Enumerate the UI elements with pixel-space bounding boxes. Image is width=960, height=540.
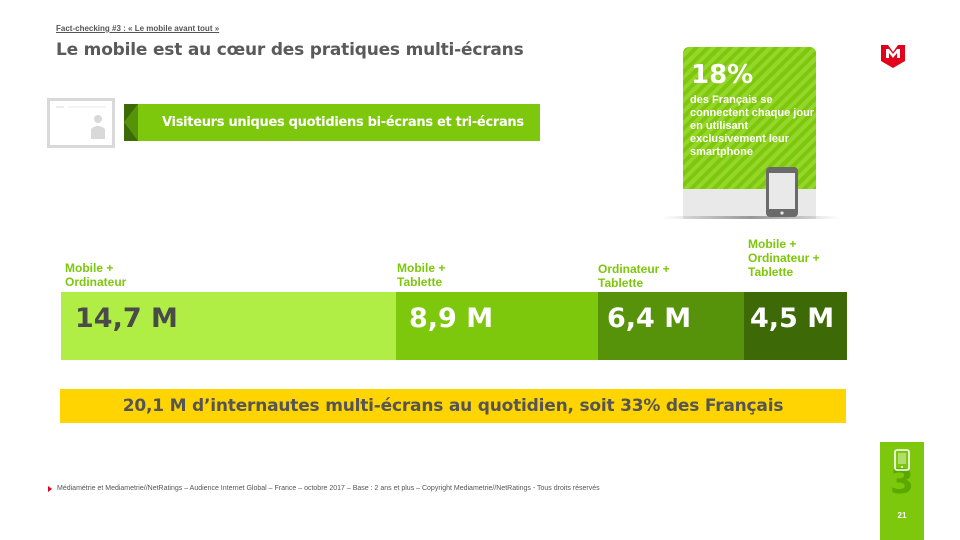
page-number-box: [880, 502, 924, 540]
chapter-marker: [880, 442, 924, 502]
source-footnote: Médiamétrie et Mediametrie//NetRatings –…: [48, 485, 600, 492]
footnote-text: Médiamétrie et Mediametrie//NetRatings –…: [57, 485, 600, 492]
summary-text: 20,1 M d’internautes multi-écrans au quo…: [122, 396, 784, 416]
smartphone-icon: [766, 167, 798, 217]
chapter-number: 3: [890, 462, 914, 502]
page-number: 21: [897, 511, 907, 520]
segment-value-mobile-tablette: 8,9 M: [409, 303, 494, 334]
banner-label: Visiteurs uniques quotidiens bi-écrans e…: [162, 115, 524, 130]
smartphone-icon: [894, 449, 910, 471]
segment-value-mobile-ordinateur: 14,7 M: [75, 303, 178, 334]
stat-percent: 18%: [691, 60, 754, 90]
segment-bar-mobile-ordinateur: [61, 292, 396, 360]
segment-value-ordinateur-tablette: 6,4 M: [607, 303, 692, 334]
bullet-triangle-icon: [48, 485, 52, 492]
page-title: Le mobile est au cœur des pratiques mult…: [56, 40, 524, 60]
section-banner: Visiteurs uniques quotidiens bi-écrans e…: [138, 104, 540, 141]
presenter-thumbnail: [47, 98, 115, 148]
card-shadow: [662, 216, 840, 219]
mediametrie-logo: [881, 45, 905, 68]
segment-bar-tri-ecrans: [744, 292, 847, 360]
stat-description: des Français se connectent chaque jour e…: [690, 94, 815, 158]
segment-bar-ordinateur-tablette: [598, 292, 744, 360]
segment-bar-mobile-tablette: [396, 292, 598, 360]
segment-label-mobile-ordinateur: Mobile + Ordinateur: [65, 261, 127, 289]
segment-label-mobile-tablette: Mobile + Tablette: [397, 261, 446, 289]
summary-banner: 20,1 M d’internautes multi-écrans au quo…: [60, 389, 846, 423]
breadcrumb: Fact-checking #3 : « Le mobile avant tou…: [56, 24, 220, 33]
banner-arrow-icon: [124, 104, 138, 141]
segment-label-tri-ecrans: Mobile + Ordinateur + Tablette: [748, 237, 820, 279]
segment-value-tri-ecrans: 4,5 M: [750, 303, 835, 334]
segment-label-ordinateur-tablette: Ordinateur + Tablette: [598, 262, 670, 290]
